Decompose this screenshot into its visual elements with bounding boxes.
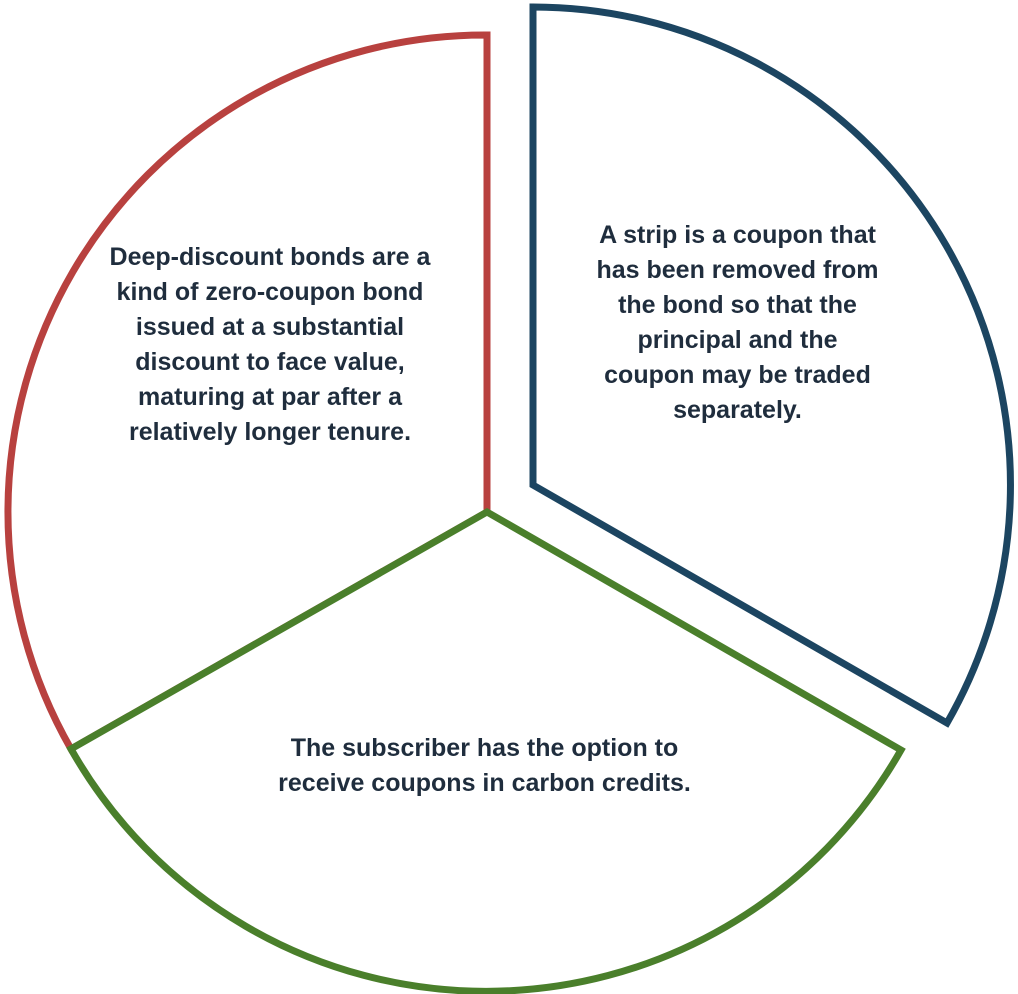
left-segment bbox=[4, 31, 491, 754]
right-segment-text: A strip is a coupon that has been remove… bbox=[596, 221, 879, 424]
right-segment bbox=[529, 3, 1014, 728]
bottom-segment-text: The subscriber has the option to receive… bbox=[278, 734, 691, 797]
left-segment-text: Deep-discount bonds are a kind of zero-c… bbox=[109, 243, 431, 446]
bottom-segment bbox=[66, 507, 906, 994]
